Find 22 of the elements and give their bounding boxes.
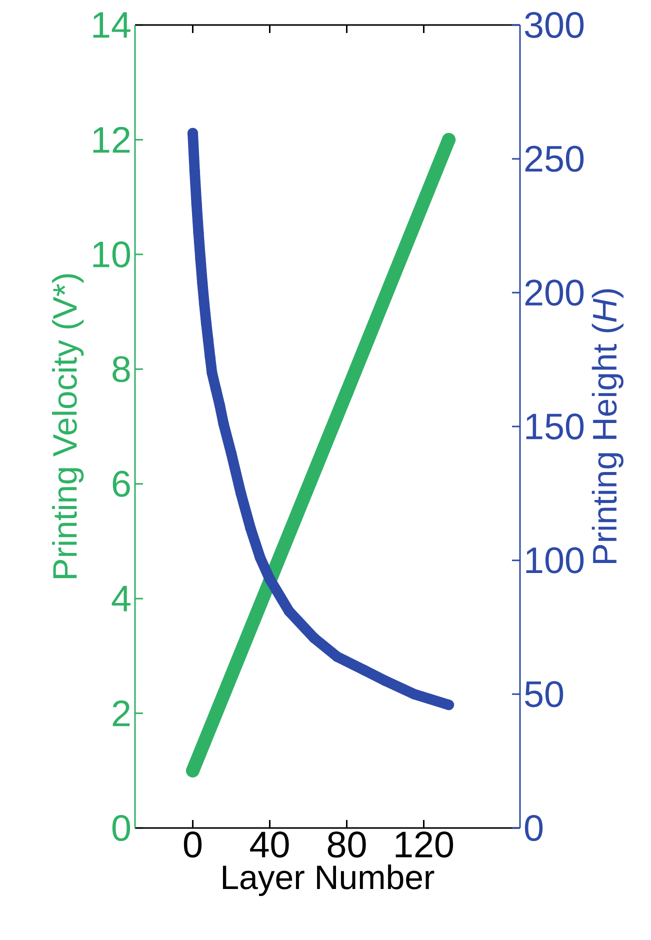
- y-tick-label: 4: [112, 586, 130, 612]
- y-tick-label: 12: [93, 126, 130, 153]
- x-tick-label: 40: [250, 832, 289, 858]
- y-tick-label: 6: [112, 470, 130, 497]
- x-tick-label: 120: [396, 832, 454, 858]
- y2-tick-label: 0: [524, 814, 543, 842]
- y2-tick-label: 100: [526, 547, 584, 574]
- y2-tick-label: 200: [525, 280, 584, 306]
- y-tick-label: 14: [93, 12, 130, 38]
- x-tick-label: 80: [328, 832, 366, 858]
- y2-tick-label: 150: [526, 413, 584, 440]
- y2-tick-label: 50: [524, 681, 564, 708]
- y-tick-label: 2: [112, 700, 130, 726]
- y2-axis-title: Printing Height (H): [592, 289, 624, 564]
- y-axis-title: Printing Velocity (V*): [52, 274, 84, 578]
- x-axis-title: Layer Number: [222, 864, 434, 896]
- y-tick-label: 8: [112, 356, 130, 382]
- y-tick-label: 10: [93, 241, 130, 268]
- y-tick-label: 0: [112, 814, 130, 842]
- y2-tick-label: 250: [525, 146, 584, 172]
- y2-tick-label: 300: [524, 12, 584, 38]
- x-tick-label: 0: [184, 832, 202, 858]
